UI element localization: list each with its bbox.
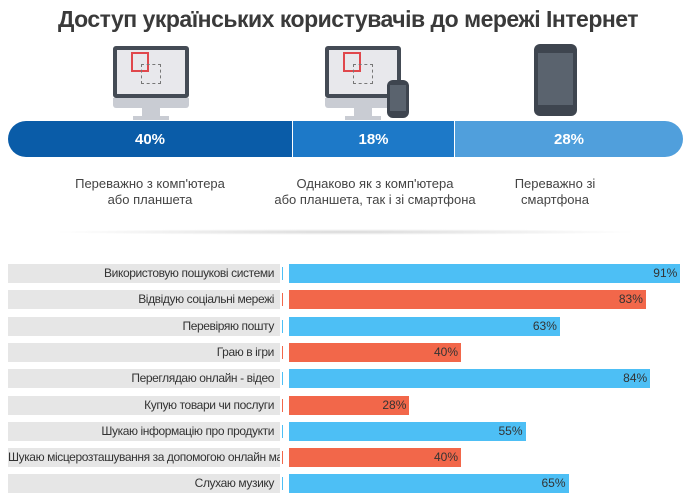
- bar: 65%: [289, 474, 569, 494]
- bar: 91%: [289, 264, 681, 283]
- bar-category-label: Купую товари чи послуги: [8, 395, 280, 415]
- bar: 83%: [289, 290, 646, 310]
- bar-tick: [282, 424, 283, 438]
- page-title: Доступ українських користувачів до мереж…: [57, 6, 639, 32]
- smartphone-icon: [534, 44, 577, 116]
- segment-both: 18%: [293, 121, 454, 157]
- segment-label: 40%: [134, 130, 166, 148]
- caption-line: Переважно зі: [514, 176, 596, 191]
- caption-line: Переважно з комп'ютера: [75, 176, 225, 191]
- bar-value-label: 91%: [653, 266, 678, 280]
- caption-line: смартфона: [521, 192, 589, 207]
- desktop-monitor-icon: [113, 46, 189, 122]
- bar-category-label: Використовую пошукові системи: [8, 264, 280, 283]
- bar-value-label: 83%: [618, 292, 643, 307]
- segment-smartphone: 28%: [455, 121, 683, 157]
- bar: 63%: [289, 316, 560, 336]
- bar-category-label: Переглядаю онлайн - відео: [8, 369, 280, 389]
- bar-category-label: Відвідую соціальні мережі: [8, 290, 280, 310]
- bar-category-label: Слухаю музику: [8, 474, 280, 494]
- bar-value-label: 84%: [623, 371, 648, 386]
- caption-line: або планшета, так і зі смартфона: [274, 192, 476, 207]
- bar-tick: [282, 319, 283, 333]
- bar-value-label: 63%: [532, 318, 557, 333]
- caption-line: або планшета: [107, 192, 193, 207]
- bar-tick: [282, 267, 283, 280]
- bar-value-label: 28%: [382, 397, 407, 412]
- bar-category-label: Перевіряю пошту: [8, 316, 280, 336]
- bar-value-label: 40%: [433, 450, 458, 465]
- bar-category-label: Шукаю місцерозташування за допомогою онл…: [8, 448, 280, 468]
- bar-category-label: Граю в ігри: [8, 342, 280, 362]
- bar-tick: [282, 451, 283, 465]
- bar-tick: [282, 477, 283, 491]
- caption-computer: Переважно з комп'ютера або планшета: [50, 176, 250, 208]
- segment-computer: 40%: [8, 121, 292, 157]
- bar-value-label: 40%: [433, 344, 458, 359]
- bar-value-label: 55%: [498, 423, 523, 438]
- bar-tick: [282, 293, 283, 307]
- bar-tick: [282, 372, 283, 386]
- monitor-and-phone-icon: [325, 46, 415, 122]
- bar-tick: [282, 398, 283, 412]
- caption-both: Однаково як з комп'ютера або планшета, та…: [260, 176, 490, 208]
- bar-category-label: Шукаю інформацію про продукти: [8, 421, 280, 441]
- segment-label: 28%: [553, 130, 585, 148]
- bar: 55%: [289, 421, 526, 441]
- bar: 40%: [289, 342, 461, 362]
- bar: 28%: [289, 395, 410, 415]
- segment-label: 18%: [358, 130, 389, 148]
- divider-shadow: [50, 229, 640, 235]
- bar: 84%: [289, 369, 651, 389]
- bar: 40%: [289, 448, 461, 468]
- bar-value-label: 65%: [541, 476, 566, 491]
- bar-tick: [282, 345, 283, 359]
- caption-smartphone: Переважно зі смартфона: [480, 176, 630, 208]
- caption-line: Однаково як з комп'ютера: [296, 176, 454, 191]
